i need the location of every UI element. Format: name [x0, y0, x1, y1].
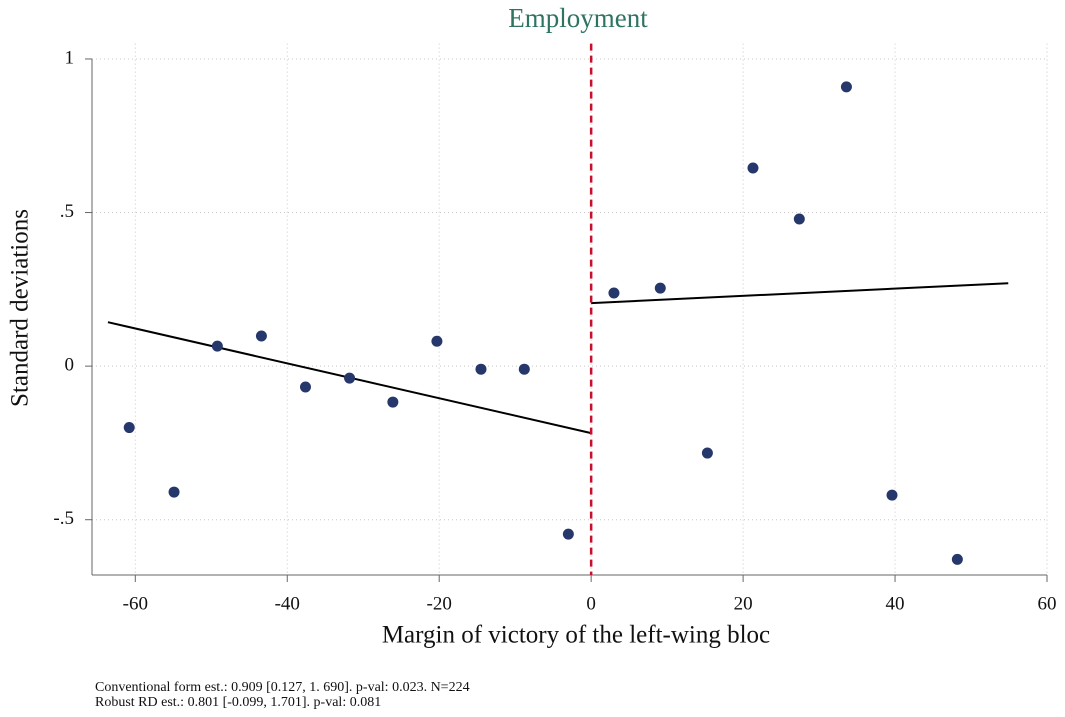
y-axis-label: Standard deviations: [7, 209, 34, 407]
note: Robust RD est.: 0.801 [-0.099, 1.701]. p…: [95, 695, 381, 710]
point: [608, 287, 620, 299]
point: [123, 422, 135, 434]
note: Conventional form est.: 0.909 [0.127, 1.…: [95, 680, 470, 695]
point: [562, 528, 574, 540]
y-tick-label: .5: [60, 201, 74, 222]
x-axis-label: Margin of victory of the left-wing bloc: [382, 622, 770, 649]
x-tick-label: 40: [886, 593, 905, 614]
point: [701, 447, 713, 459]
point: [793, 213, 805, 225]
point: [654, 282, 666, 294]
point: [518, 363, 530, 375]
point: [475, 363, 487, 375]
point: [299, 381, 311, 393]
point: [951, 553, 963, 565]
point: [255, 330, 267, 342]
point: [211, 340, 223, 352]
y-tick-label: 1: [65, 47, 75, 68]
point: [387, 396, 399, 408]
point: [168, 486, 180, 498]
chart-title: Employment: [508, 3, 648, 33]
x-tick-label: 0: [586, 593, 596, 614]
point: [886, 489, 898, 501]
point: [344, 372, 356, 384]
fit-line: [591, 282, 1009, 305]
x-tick-label: -20: [427, 593, 452, 614]
point: [431, 335, 443, 347]
y-tick-label: -.5: [53, 508, 74, 529]
y-tick-label: 0: [65, 354, 75, 375]
point: [840, 81, 852, 93]
x-tick-label: -40: [275, 593, 300, 614]
x-tick-label: -60: [123, 593, 148, 614]
x-tick-label: 20: [734, 593, 753, 614]
x-tick-label: 60: [1038, 593, 1057, 614]
point: [747, 162, 759, 174]
